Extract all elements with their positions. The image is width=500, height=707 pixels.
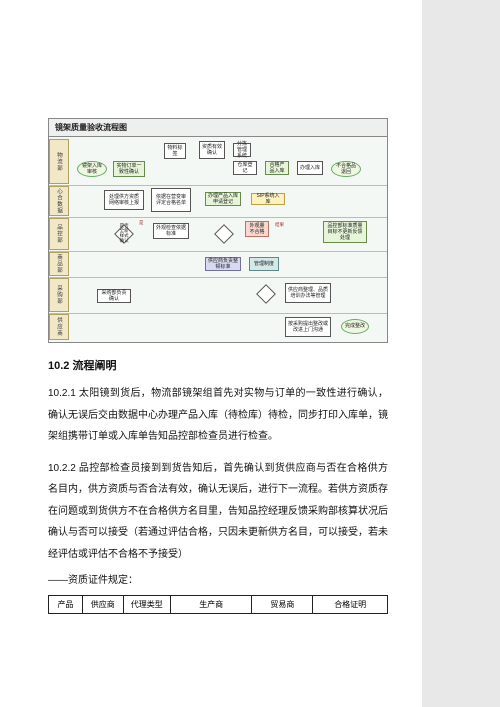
lane-divider xyxy=(49,313,387,314)
flow-node: 供应商负责整顿标准 xyxy=(205,257,241,271)
swimlane-label: 品控部 xyxy=(49,218,69,250)
flow-node: 按采购提出整改或改进上门沟通 xyxy=(285,317,331,337)
table-header-cell: 代理类型 xyxy=(123,596,170,614)
flow-node: 依据在营变审评定合格名单 xyxy=(151,188,191,212)
page-shadow xyxy=(422,0,500,707)
qualification-table: 产品供应商代理类型生产商贸易商合格证明 xyxy=(48,595,388,614)
flowchart-title: 镜架质量验收流程图 xyxy=(49,119,387,137)
edge-note: 结果 xyxy=(275,223,305,228)
flow-node xyxy=(214,224,234,244)
table-header-cell: 贸易商 xyxy=(252,596,313,614)
table-header-row: 产品供应商代理类型生产商贸易商合格证明 xyxy=(49,596,388,614)
paragraph-block: 10.2.1 太阳镜到货后，物流部镜架组首先对实物与订单的一致性进行确认，确认无… xyxy=(48,383,388,565)
flow-node: 合格产品入库 xyxy=(265,161,289,175)
flow-node: 物料标签 xyxy=(164,143,186,159)
flow-node: 分拣管理系统 xyxy=(233,143,251,157)
lane-divider xyxy=(49,277,387,278)
flow-node: 镜架入库审核 xyxy=(77,161,107,177)
section-heading: 10.2 流程阐明 xyxy=(48,357,388,373)
flow-node: 品控部标准质量目标不更新反馈处理 xyxy=(323,221,367,243)
flow-node: 完成整改 xyxy=(341,319,369,334)
flow-node: 是否全新样式确认 xyxy=(114,224,134,244)
cert-spec-line: ——资质证件规定： xyxy=(48,571,388,591)
paragraph: 10.2.2 品控部检查员接到到货告知后，首先确认到货供应商与否在合格供方名目内… xyxy=(48,458,388,566)
flow-node: 办理产品入库申请登记 xyxy=(205,192,241,206)
table-header-cell: 产品 xyxy=(49,596,83,614)
lane-divider xyxy=(49,217,387,218)
flow-node: 实物订单一致性确认 xyxy=(113,161,145,177)
flow-node: 供应商整理、品质培训办法等管理 xyxy=(285,283,331,303)
flowchart-container: 镜架质量验收流程图 物流部心合数据品控部商品部采购部供应商 镜架入库审核实物订单一… xyxy=(48,118,388,343)
table-header-cell: 生产商 xyxy=(171,596,252,614)
lane-divider xyxy=(49,251,387,252)
flow-node xyxy=(256,284,276,304)
table-header-cell: 供应商 xyxy=(82,596,123,614)
flow-node: 管理制度 xyxy=(249,257,279,271)
flow-node: 资质有效确认 xyxy=(199,141,225,159)
flowchart-canvas: 物流部心合数据品控部商品部采购部供应商 镜架入库审核实物订单一致性确认 物料标签资质… xyxy=(49,137,387,342)
flow-node: 办理入库 xyxy=(297,161,323,175)
edge-note: 是 xyxy=(139,221,159,226)
swimlane-label: 供应商 xyxy=(49,314,69,340)
flow-node: 外观量不合格 xyxy=(245,221,269,237)
flow-node: 不合格品退回 xyxy=(331,161,361,177)
flow-node: SIP系统入库 xyxy=(251,193,285,205)
swimlane-label: 物流部 xyxy=(49,139,69,184)
document-content: 镜架质量验收流程图 物流部心合数据品控部商品部采购部供应商镜架入库审核实物订单一… xyxy=(48,118,388,614)
swimlane-label: 采购部 xyxy=(49,278,69,312)
flow-node: 采购部负责确认 xyxy=(97,289,131,303)
swimlane-label: 心合数据 xyxy=(49,186,69,216)
paragraph: 10.2.1 太阳镜到货后，物流部镜架组首先对实物与订单的一致性进行确认，确认无… xyxy=(48,383,388,448)
flow-node: 处理供方资质网络审核上报 xyxy=(104,190,144,210)
lane-divider xyxy=(49,185,387,186)
flow-node: 仓库登记 xyxy=(233,161,257,175)
table-header-cell: 合格证明 xyxy=(313,596,388,614)
swimlane-label: 商品部 xyxy=(49,252,69,276)
